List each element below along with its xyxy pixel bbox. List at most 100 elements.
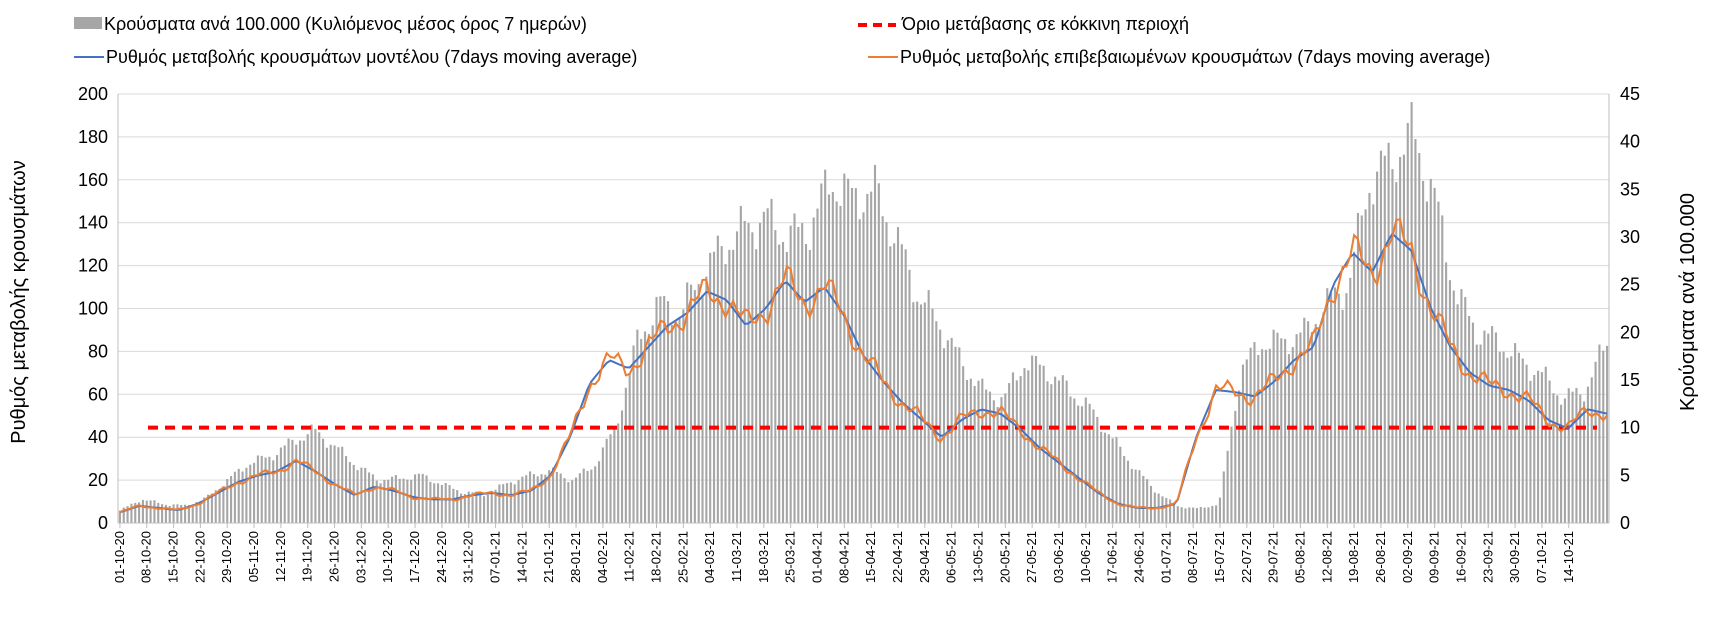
x-tick-label: 28-01-21 <box>568 531 583 583</box>
bar <box>1372 204 1375 523</box>
bar <box>1330 292 1333 523</box>
bar <box>138 502 141 523</box>
bar <box>1165 497 1168 523</box>
x-tick-label: 08-10-20 <box>139 531 154 583</box>
bar <box>712 251 716 523</box>
bar <box>1253 342 1256 523</box>
bar <box>1556 395 1559 523</box>
x-tick-label: 09-09-21 <box>1427 531 1442 583</box>
bar <box>670 324 673 523</box>
bar <box>203 497 206 523</box>
bar <box>1452 290 1455 523</box>
bar <box>735 231 739 523</box>
y-right-tick-label: 30 <box>1620 227 1640 247</box>
bar <box>1222 471 1225 523</box>
bar <box>1540 372 1543 523</box>
bar <box>1146 479 1149 523</box>
bar <box>551 467 555 523</box>
x-tick-label: 19-11-20 <box>300 531 315 582</box>
bar <box>1602 350 1605 523</box>
bar <box>743 220 746 523</box>
bar <box>164 504 167 523</box>
bar <box>184 504 187 523</box>
bar <box>1376 171 1379 524</box>
bar <box>1479 344 1482 523</box>
bar <box>1264 349 1268 523</box>
bar <box>1149 485 1153 523</box>
bar <box>1575 387 1578 523</box>
bar <box>548 470 551 523</box>
bar <box>394 475 397 523</box>
x-tick-label: 31-12-20 <box>461 531 476 583</box>
x-tick-label: 01-07-21 <box>1158 531 1173 583</box>
bar <box>1192 507 1195 523</box>
bar <box>827 194 831 524</box>
bar <box>904 249 907 523</box>
bar <box>256 455 259 523</box>
x-tick-label: 04-03-21 <box>702 531 717 583</box>
bar <box>260 455 263 523</box>
bar <box>1241 364 1245 523</box>
bar <box>1387 142 1390 524</box>
x-tick-label: 22-04-21 <box>890 531 905 583</box>
confirmed-series-line <box>119 218 1608 514</box>
bar <box>969 378 972 523</box>
x-tick-label: 22-10-20 <box>192 531 207 583</box>
bar <box>498 484 501 523</box>
bar <box>916 301 919 523</box>
y-left-tick-label: 200 <box>78 84 108 104</box>
bar <box>1119 446 1122 523</box>
bar <box>122 507 125 523</box>
bar <box>253 462 256 523</box>
bar <box>1176 506 1179 523</box>
bar <box>145 500 148 523</box>
bar <box>1379 150 1382 523</box>
bar <box>640 338 643 523</box>
bar <box>1057 380 1061 523</box>
bar <box>962 366 965 523</box>
bar <box>1103 432 1107 523</box>
y-left-tick-label: 80 <box>88 341 108 361</box>
bar <box>958 347 961 523</box>
bar <box>1448 280 1451 523</box>
bar <box>1092 409 1095 523</box>
bar <box>482 496 486 523</box>
legend-confirmed-label: Ρυθμός μεταβολής επιβεβαιωμένων κρουσμάτ… <box>900 47 1490 67</box>
bar <box>471 492 474 523</box>
bar <box>1211 505 1214 523</box>
bar <box>778 244 781 523</box>
bar <box>191 504 194 523</box>
x-tick-label: 30-09-21 <box>1507 531 1522 583</box>
x-tick-label: 11-02-21 <box>622 531 637 582</box>
bar <box>1571 391 1574 523</box>
x-tick-label: 22-07-21 <box>1239 531 1254 583</box>
bar <box>1073 398 1076 523</box>
bar <box>1299 332 1302 523</box>
bar <box>1456 304 1459 523</box>
bar <box>505 483 509 523</box>
bar <box>1433 187 1436 523</box>
bar <box>1318 327 1321 523</box>
bar <box>609 434 612 523</box>
bar <box>1326 288 1329 523</box>
bar <box>532 474 535 523</box>
x-tick-label: 23-09-21 <box>1480 531 1495 583</box>
bar <box>1034 355 1038 523</box>
bar <box>456 490 459 523</box>
bar <box>812 217 815 524</box>
bar <box>1088 403 1091 523</box>
x-tick-label: 29-10-20 <box>219 531 234 583</box>
bar <box>452 488 455 523</box>
bar <box>847 178 850 523</box>
bar <box>509 482 512 523</box>
bar <box>1130 468 1133 523</box>
legend-bars-label: Κρούσματα ανά 100.000 (Κυλιόμενος μέσος … <box>104 14 587 34</box>
bar <box>306 434 309 523</box>
bar <box>1502 351 1505 523</box>
x-tick-label: 02-09-21 <box>1400 531 1415 583</box>
bar <box>475 491 478 523</box>
bar <box>674 320 677 523</box>
bar <box>1245 359 1248 523</box>
x-tick-label: 11-03-21 <box>729 531 744 582</box>
